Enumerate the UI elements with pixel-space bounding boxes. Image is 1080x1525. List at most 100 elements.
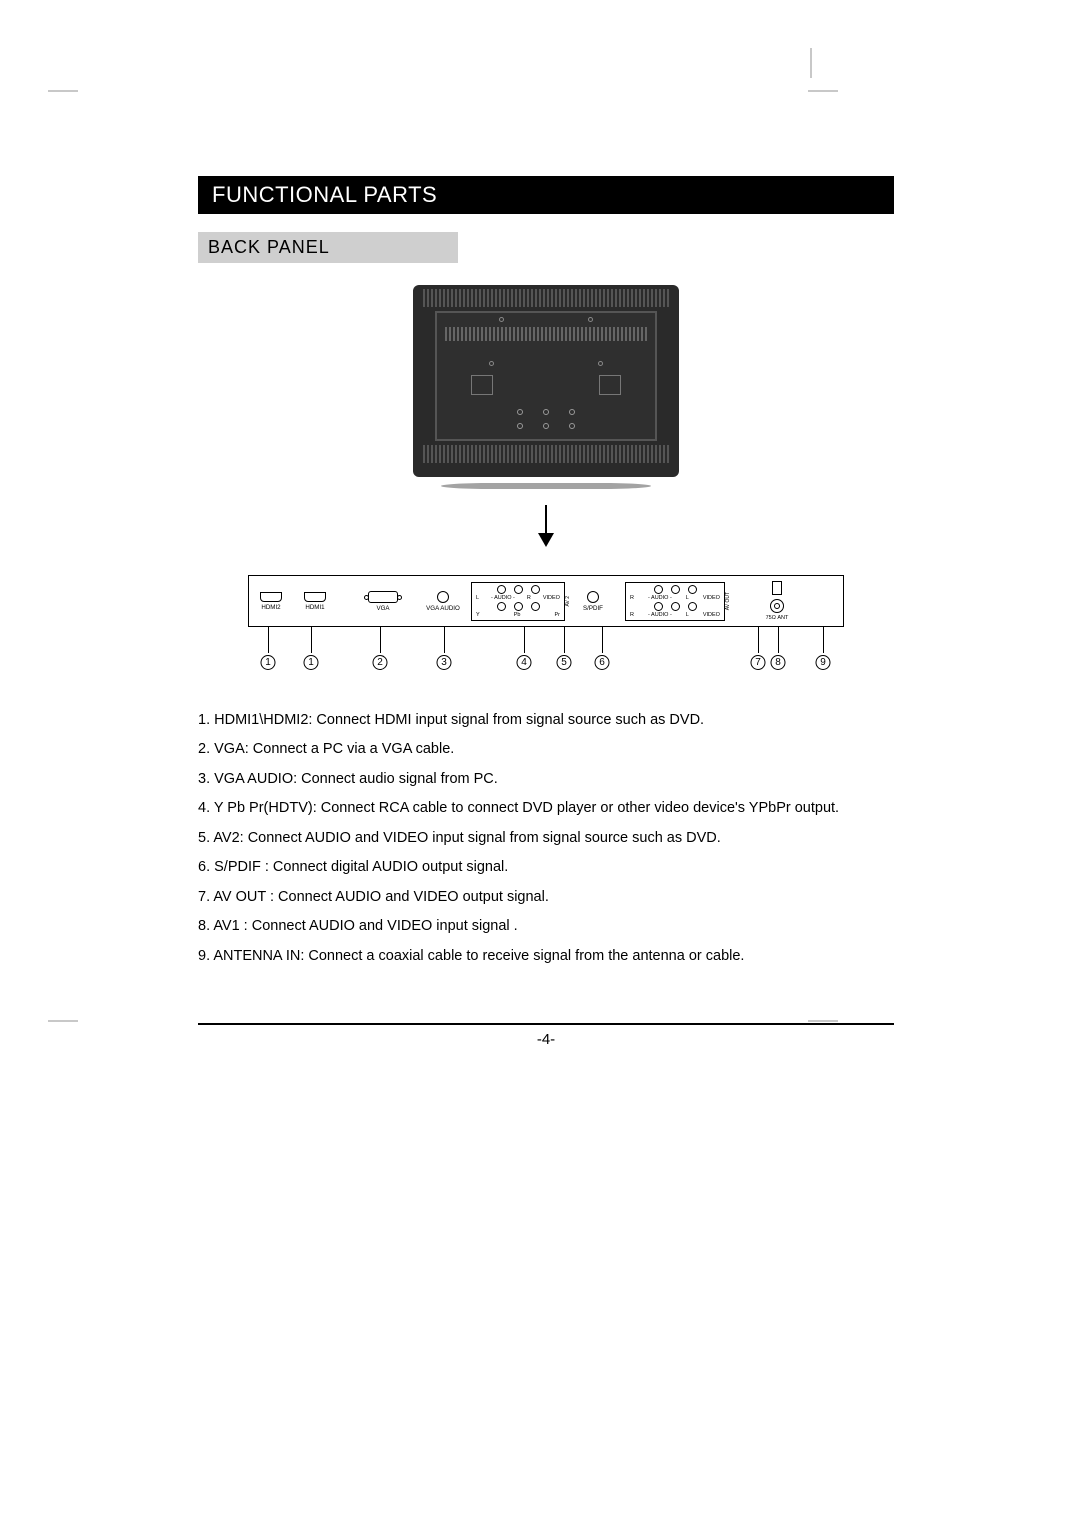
callout-number: 8 xyxy=(771,655,786,670)
rca-jack-icon xyxy=(688,585,697,594)
label-r: R xyxy=(630,612,634,618)
port-label: HDMI2 xyxy=(261,604,280,611)
label-video: VIDEO xyxy=(703,595,720,601)
vent-grille-top xyxy=(423,289,669,307)
port-group-avout-av1: R - AUDIO - L VIDEO R - AUDIO - L xyxy=(625,582,725,621)
port-spdif: S/PDIF xyxy=(575,591,611,612)
port-label: S/PDIF xyxy=(583,605,603,612)
tv-back-panel xyxy=(435,311,657,441)
description-item: 1. HDMI1\HDMI2: Connect HDMI input signa… xyxy=(198,709,894,731)
description-item: 5. AV2: Connect AUDIO and VIDEO input si… xyxy=(198,827,894,849)
document-page: FUNCTIONAL PARTS BACK PANEL xyxy=(0,0,1080,1525)
rca-jack-icon xyxy=(654,602,663,611)
label-video: VIDEO xyxy=(543,595,560,601)
rca-labels-bot: Y Pb Pr xyxy=(476,612,560,618)
label-audio: - AUDIO - xyxy=(648,612,672,618)
description-item: 2. VGA: Connect a PC via a VGA cable. xyxy=(198,738,894,760)
rca-labels-top: R - AUDIO - L VIDEO xyxy=(630,595,720,601)
rca-jack-icon xyxy=(531,585,540,594)
label-pb: Pb xyxy=(514,612,521,618)
description-item: 6. S/PDIF : Connect digital AUDIO output… xyxy=(198,856,894,878)
crop-mark xyxy=(48,90,78,92)
port-antenna: 75Ω ANT xyxy=(757,581,797,621)
tv-body xyxy=(413,285,679,477)
leader-line xyxy=(823,627,824,653)
page-number: -4- xyxy=(198,1031,894,1048)
description-item: 7. AV OUT : Connect AUDIO and VIDEO outp… xyxy=(198,886,894,908)
label-av2-side: AV 2 xyxy=(565,596,567,606)
port-label: 75Ω ANT xyxy=(766,615,789,621)
callout-number: 5 xyxy=(557,655,572,670)
port-hdmi1: HDMI1 xyxy=(293,592,337,611)
leader-line xyxy=(758,627,759,653)
port-group-ypbpr-av2: L - AUDIO - R VIDEO Y Pb Pr xyxy=(471,582,565,621)
port-label: VGA xyxy=(376,605,389,612)
content-area: FUNCTIONAL PARTS BACK PANEL xyxy=(198,176,894,1048)
label-r: R xyxy=(630,595,634,601)
leader-line xyxy=(564,627,565,653)
screw-icon xyxy=(598,361,603,366)
antenna-shield-icon xyxy=(772,581,782,595)
rca-jack-icon xyxy=(688,602,697,611)
jack-icon xyxy=(437,591,449,603)
label-y: Y xyxy=(476,612,480,618)
screw-icon xyxy=(588,317,593,322)
vesa-slot xyxy=(471,375,493,395)
rca-jack-icon xyxy=(531,602,540,611)
label-audio: - AUDIO - xyxy=(491,595,515,601)
callout-number: 2 xyxy=(373,655,388,670)
vent-grille-bottom xyxy=(423,445,669,463)
label-r: R xyxy=(527,595,531,601)
crop-mark xyxy=(48,1020,78,1022)
leader-line xyxy=(311,627,312,653)
leader-line xyxy=(778,627,779,653)
hdmi-port-icon xyxy=(304,592,326,602)
leader-line xyxy=(602,627,603,653)
callout-number: 9 xyxy=(816,655,831,670)
leader-line xyxy=(524,627,525,653)
screw-icon xyxy=(499,317,504,322)
vent-row xyxy=(445,327,647,341)
rca-jack-icon xyxy=(497,602,506,611)
rca-jack-icon xyxy=(671,602,680,611)
rca-row-top xyxy=(476,585,560,594)
label-avout-side: AV OUT xyxy=(725,592,727,610)
callout-number: 6 xyxy=(595,655,610,670)
port-label: VGA AUDIO xyxy=(426,605,460,612)
label-l: L xyxy=(686,612,689,618)
tv-back-illustration xyxy=(198,285,894,547)
vga-port-icon xyxy=(368,591,398,603)
label-pr: Pr xyxy=(555,612,561,618)
screw-icon xyxy=(489,361,494,366)
rca-jack-icon xyxy=(497,585,506,594)
callout-number: 3 xyxy=(437,655,452,670)
rca-jack-icon xyxy=(671,585,680,594)
port-label: HDMI1 xyxy=(305,604,324,611)
rca-jack-icon xyxy=(514,585,523,594)
leader-line xyxy=(444,627,445,653)
rca-row-bot xyxy=(476,602,560,611)
rca-jack-icon xyxy=(654,585,663,594)
screw-grid xyxy=(507,405,585,433)
rca-jack-icon xyxy=(514,602,523,611)
vesa-slot xyxy=(599,375,621,395)
label-l: L xyxy=(686,595,689,601)
description-item: 4. Y Pb Pr(HDTV): Connect RCA cable to c… xyxy=(198,797,894,819)
rca-row-bot xyxy=(630,602,720,611)
connector-strip-wrap: HDMI2 HDMI1 VGA VGA AUDIO xyxy=(198,575,894,681)
leader-line xyxy=(268,627,269,653)
footer-rule xyxy=(198,1023,894,1025)
label-audio: - AUDIO - xyxy=(648,595,672,601)
port-hdmi2: HDMI2 xyxy=(249,592,293,611)
rca-labels-bot: R - AUDIO - L VIDEO xyxy=(630,612,720,618)
crop-mark xyxy=(810,48,812,78)
coax-port-icon xyxy=(770,599,784,613)
description-item: 8. AV1 : Connect AUDIO and VIDEO input s… xyxy=(198,915,894,937)
callout-number: 4 xyxy=(517,655,532,670)
description-item: 9. ANTENNA IN: Connect a coaxial cable t… xyxy=(198,945,894,967)
callout-number: 7 xyxy=(751,655,766,670)
rca-row-top xyxy=(630,585,720,594)
description-item: 3. VGA AUDIO: Connect audio signal from … xyxy=(198,768,894,790)
port-vga-audio: VGA AUDIO xyxy=(421,591,465,612)
label-l: L xyxy=(476,595,479,601)
